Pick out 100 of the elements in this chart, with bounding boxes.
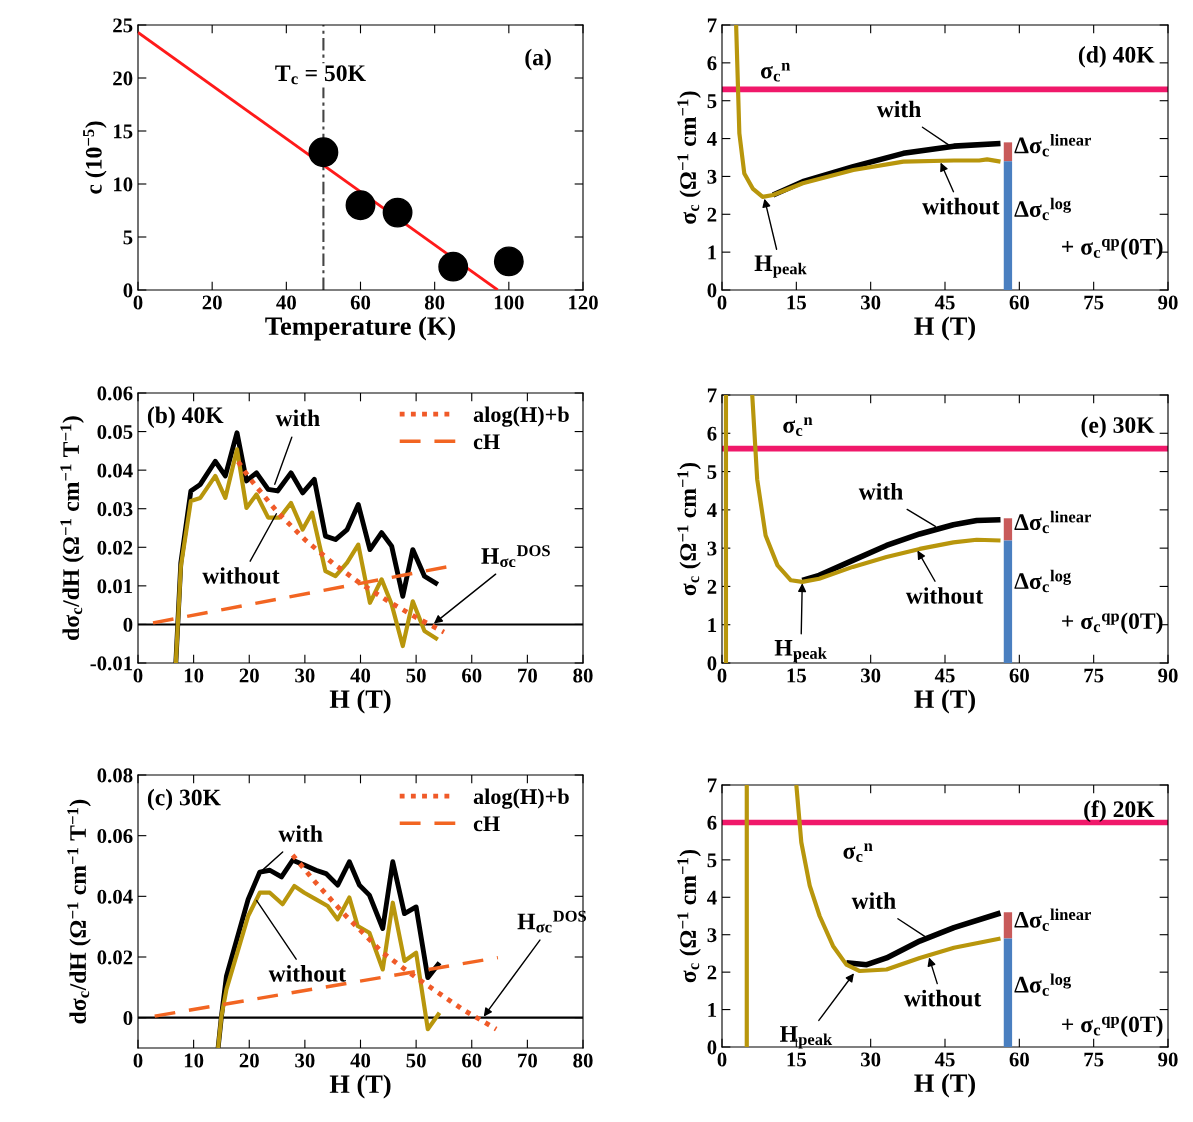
annotation: Δσ$_{c}$$^{linear}$ [1014,510,1091,534]
x-tick-label: 30 [295,668,315,683]
annotation: Δσ$_{c}$$^{log}$ [1014,569,1071,593]
x-tick-label: 15 [787,1052,806,1067]
x-tick-label: 15 [787,668,806,683]
x-tick-label: 0 [133,295,143,310]
y-tick-label: 0.02 [97,540,133,555]
annotation: without [903,989,982,1007]
y-tick-label: 0.01 [97,579,133,594]
y-tick-label: 6 [707,426,717,441]
x-tick-label: 20 [239,1053,259,1068]
y-tick-label: 5 [707,94,717,109]
x-axis-title: H (T) [329,1074,391,1099]
y-tick-label: 5 [707,465,717,479]
y-tick-label: 0 [707,283,717,298]
y-tick-label: 0.06 [97,829,133,844]
y-tick-label: 0 [707,656,717,671]
point [382,197,413,228]
y-tick-label: -0.01 [90,656,133,671]
x-tick-label: 80 [573,668,593,683]
x-tick-label: 30 [861,295,881,310]
point [438,251,469,282]
y-tick-label: 4 [707,890,717,905]
y-tick-label: 3 [707,928,717,943]
annotation: without [268,965,346,982]
x-axis-title: H (T) [329,689,391,714]
y-axis-title: σ$_{c}$ (Ω$^{−1}$ cm$^{−1}$) [677,849,701,983]
y-axis-title: c (10$^{−5}$) [83,121,107,194]
annotation: Δσ$_{c}$$^{linear}$ [1014,134,1091,157]
annotation: with [858,483,903,500]
x-tick-label: 40 [276,295,296,310]
y-tick-label: 1 [708,618,717,632]
y-tick-label: 1 [708,245,717,260]
x-tick-label: 0 [133,668,143,683]
x-tick-label: 120 [569,295,598,310]
annotation: + σ$_{c}$$^{qp}$(0T) [1062,612,1163,634]
annotation: with [275,409,320,427]
x-tick-label: 15 [787,295,806,310]
y-tick-label: 0.02 [97,950,133,965]
text: dσ$_{c}$/dH (Ω$^{−1}$ cm$^{−1}$ T$^{−1}$) [60,416,84,640]
y-tick-label: 6 [707,815,717,830]
y-tick-label: 2 [707,207,717,222]
y-tick-label: 0.03 [97,502,133,517]
x-tick-label: 100 [494,295,524,310]
y-tick-label: 3 [707,169,717,184]
x-tick-label: 70 [518,668,537,683]
annotation: (c) 30K [147,788,221,811]
x-axis-title: H (T) [914,689,975,714]
y-axis-title: σ$_{c}$ (Ω$^{−1}$ cm$^{−1}$) [677,91,701,224]
y-tick-label: 0 [707,1040,717,1055]
annotation: T$_{c}$ = 50K [275,65,366,85]
legend-label: cH [473,434,500,450]
annotation: + σ$_{c}$$^{qp}$(0T) [1062,238,1163,260]
x-tick-label: 60 [1009,1052,1029,1067]
annotation: σ$_{c}$$^{n}$ [783,417,813,437]
annotation: H$_{peak}$ [780,1026,833,1049]
annotation: with [278,825,323,842]
annotation: with [851,892,896,909]
annotation: σ$_{c}$$^{n}$ [760,62,791,82]
y-tick-label: 4 [707,132,717,146]
x-tick-label: 90 [1158,668,1178,683]
x-tick-label: 20 [202,295,222,310]
x-tick-label: 75 [1084,295,1104,310]
x-tick-label: 60 [350,295,371,310]
x-tick-label: 75 [1084,1052,1104,1067]
x-tick-label: 0 [133,1053,143,1068]
x-tick-label: 50 [406,1053,426,1068]
x-tick-label: 60 [1009,295,1029,310]
y-tick-label: 0.04 [97,889,133,904]
x-tick-label: 40 [350,1053,371,1068]
y-tick-label: 3 [707,541,717,556]
x-tick-label: 45 [934,295,955,310]
x-tick-label: 10 [184,1053,204,1068]
annotation: σ$_{c}$$^{n}$ [843,843,873,862]
x-tick-label: 75 [1084,668,1104,683]
annotation: H$_{peak}$ [774,640,827,663]
y-tick-label: 25 [113,18,133,33]
y-tick-label: 0.04 [97,463,133,478]
point [345,190,376,221]
x-tick-label: 50 [406,668,426,683]
y-tick-label: 6 [707,56,717,71]
annotation: (d) 40K [1078,46,1155,68]
point [493,246,524,277]
y-tick-label: 7 [707,18,717,33]
annotation: with [876,100,922,118]
text: dσ$_{c}$/dH (Ω$^{−1}$ cm$^{−1}$ T$^{−1}$) [67,799,91,1024]
x-tick-label: 10 [184,668,204,683]
x-tick-label: 30 [295,1053,315,1068]
legend-label: alog(H)+b [473,406,569,427]
x-tick-label: 80 [573,1053,593,1068]
y-tick-label: 20 [113,71,133,86]
x-tick-label: 90 [1158,1052,1178,1067]
x-axis-title: H (T) [914,316,975,341]
y-tick-label: 7 [707,778,717,793]
annotation: (b) 40K [147,406,224,429]
annotation: without [922,197,1000,215]
y-tick-label: 2 [707,579,717,594]
x-tick-label: 60 [462,1053,482,1068]
x-tick-label: 40 [350,668,371,683]
annotation: H$_{σc}$$^{DOS}$ [481,545,550,568]
